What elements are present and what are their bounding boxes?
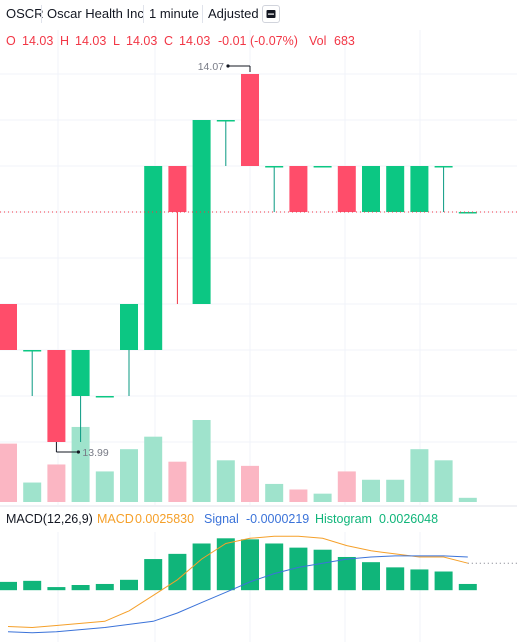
high-label: H [60, 34, 70, 48]
macd-histogram-bar [168, 553, 187, 591]
macd-line [7, 535, 468, 629]
volume-bar [241, 465, 259, 502]
low-marker-dot [76, 450, 80, 454]
volume-bar [95, 471, 114, 502]
open-value: 14.03 [22, 34, 54, 48]
macd-histogram-bar [410, 569, 429, 591]
candle-body [144, 166, 163, 350]
volume-bar [362, 479, 380, 502]
volume-bar [313, 493, 332, 502]
symbol-label[interactable]: OSCR [6, 6, 44, 21]
adjustment-button[interactable]: Adjusted [208, 6, 259, 21]
chart-header: OSCR Oscar Health Inc 1 minute Adjusted [0, 0, 517, 30]
volume-bar [216, 460, 235, 502]
candle-body [386, 166, 405, 212]
candle-body [434, 166, 453, 168]
macd-value: 0.0025830 [135, 512, 195, 526]
macd-histogram-bar [241, 539, 259, 591]
signal-value: -0.0000219 [246, 512, 310, 526]
close-value: 14.03 [179, 34, 211, 48]
macd-histogram-bar [386, 567, 405, 591]
volume-bar [0, 443, 17, 502]
candle-body [216, 120, 235, 122]
macd-histogram-bar [458, 583, 477, 591]
high-value: 14.03 [75, 34, 107, 48]
candle-body [241, 74, 259, 166]
volume-label: Vol [309, 34, 327, 48]
candle-body [337, 166, 356, 212]
macd-histogram-bar [337, 556, 356, 591]
histogram-label: Histogram [315, 512, 372, 526]
volume-bar [168, 461, 187, 502]
volume-bar [71, 426, 90, 502]
volume-bar [144, 436, 163, 502]
volume-bar [410, 449, 429, 502]
candle-body [289, 166, 308, 212]
candle-body [458, 212, 477, 214]
macd-histogram-bar [144, 559, 163, 591]
macd-histogram-bar [362, 562, 380, 591]
high-marker-label: 14.07 [198, 61, 224, 73]
macd-histogram-bar [265, 543, 284, 591]
candle-body [362, 166, 380, 212]
volume-bar [289, 489, 308, 502]
macd-histogram-bar [434, 571, 453, 591]
candle-body [192, 120, 211, 304]
macd-histogram-bar [120, 579, 138, 591]
macd-label: MACD [97, 512, 134, 526]
volume-bar [434, 460, 453, 502]
header-divider [41, 5, 42, 23]
company-name[interactable]: Oscar Health Inc [47, 6, 144, 21]
histogram-value: 0.0026048 [379, 512, 439, 526]
volume-value: 683 [334, 34, 355, 48]
macd-histogram-bar [47, 587, 66, 591]
candle-body [71, 350, 90, 396]
macd-histogram-bar [289, 547, 308, 591]
volume-bar [337, 471, 356, 502]
candle-body [410, 166, 429, 212]
macd-histogram-bar [71, 585, 90, 591]
candle-body [313, 166, 332, 168]
legend-toggle-icon [266, 10, 276, 18]
macd-histogram-bar [313, 549, 332, 591]
high-marker-dot [226, 64, 230, 68]
macd-histogram-bar [216, 538, 235, 591]
macd-histogram-bar [23, 580, 42, 591]
low-label: L [113, 34, 120, 48]
candle-body [47, 350, 66, 442]
low-value: 14.03 [126, 34, 158, 48]
volume-bar [386, 479, 405, 502]
header-divider [143, 5, 144, 23]
candle-body [0, 304, 17, 350]
candle-body [95, 396, 114, 398]
volume-bar [192, 420, 211, 502]
change-value: -0.01 (-0.07%) [218, 34, 298, 48]
signal-line [7, 555, 468, 634]
volume-bar [23, 482, 42, 502]
macd-histogram-bar [0, 581, 17, 591]
macd-histogram-bar [95, 583, 114, 591]
signal-label: Signal [204, 512, 239, 526]
candle-body [23, 350, 42, 352]
macd-indicator-name[interactable]: MACD(12,26,9) [6, 512, 93, 526]
candle-body [168, 166, 187, 212]
legend-toggle-button[interactable] [262, 5, 280, 23]
interval-button[interactable]: 1 minute [149, 6, 199, 21]
candle-body [265, 166, 284, 168]
close-label: C [164, 34, 174, 48]
candle-body [120, 304, 138, 350]
open-label: O [6, 34, 16, 48]
volume-bar [458, 497, 477, 502]
low-marker-label: 13.99 [82, 447, 108, 459]
header-divider [202, 5, 203, 23]
volume-bar [120, 449, 138, 502]
volume-bar [265, 483, 284, 502]
macd-histogram-bar [192, 543, 211, 591]
volume-bar [47, 464, 66, 502]
